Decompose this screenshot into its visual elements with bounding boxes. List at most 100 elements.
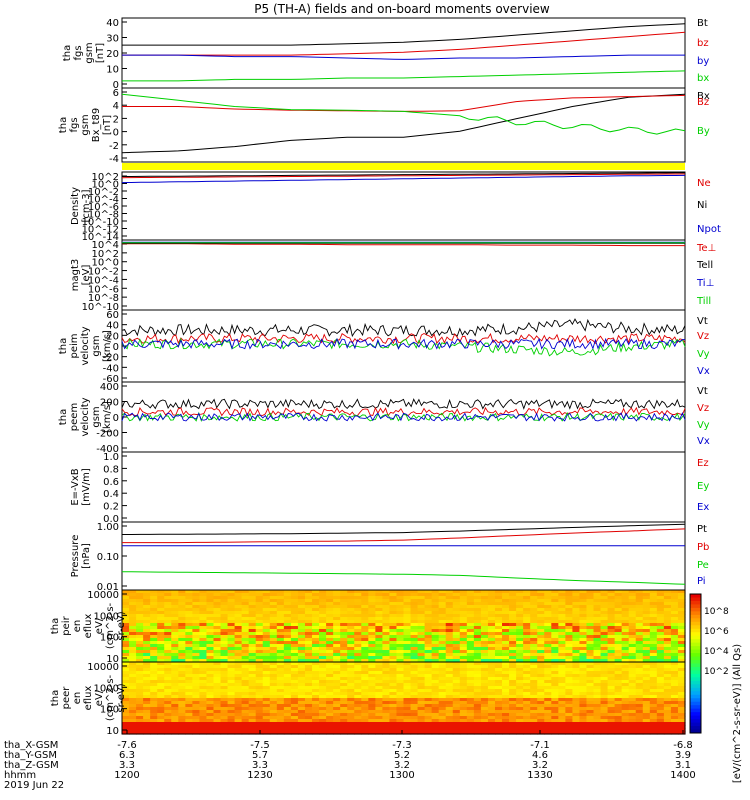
- heatmap-cell: [558, 650, 566, 654]
- heatmap-cell: [136, 716, 144, 720]
- y-axis-label: peim: [69, 333, 80, 358]
- heatmap-cell: [129, 731, 137, 735]
- heatmap-cell: [417, 608, 426, 612]
- heatmap-cell: [396, 620, 405, 624]
- y-tick-label: -40: [103, 363, 119, 374]
- heatmap-cell: [368, 650, 376, 654]
- heatmap-cell: [185, 704, 193, 708]
- heatmap-cell: [593, 677, 602, 681]
- heatmap-cell: [333, 602, 341, 606]
- heatmap-cell: [480, 689, 489, 693]
- heatmap-cell: [171, 635, 179, 639]
- heatmap-cell: [487, 617, 496, 621]
- heatmap-cell: [635, 656, 644, 660]
- heatmap-cell: [185, 683, 193, 687]
- heatmap-cell: [502, 647, 510, 651]
- heatmap-cell: [473, 629, 482, 633]
- heatmap-cell: [663, 728, 672, 732]
- heatmap-cell: [283, 665, 292, 669]
- heatmap-cell: [185, 707, 193, 711]
- heatmap-cell: [544, 602, 552, 606]
- heatmap-cell: [375, 647, 383, 651]
- heatmap-cell: [192, 674, 201, 678]
- series-te⊥-line: [122, 243, 685, 247]
- heatmap-cell: [473, 722, 482, 726]
- heatmap-cell: [199, 710, 208, 714]
- heatmap-cell: [530, 596, 538, 600]
- legend-te⊥: Te⊥: [696, 243, 716, 254]
- heatmap-cell: [663, 635, 672, 639]
- heatmap-cell: [473, 668, 482, 672]
- heatmap-cell: [389, 671, 398, 675]
- heatmap-cell: [375, 614, 383, 618]
- heatmap-cell: [565, 629, 573, 633]
- heatmap-cell: [213, 698, 222, 702]
- heatmap-cell: [375, 590, 383, 594]
- heatmap-cell: [558, 605, 566, 609]
- heatmap-cell: [333, 632, 341, 636]
- heatmap-cell: [340, 638, 348, 642]
- y-tick-label: 10^0: [92, 180, 119, 191]
- heatmap-cell: [494, 638, 503, 642]
- heatmap-cell: [164, 701, 172, 705]
- heatmap-cell: [157, 704, 165, 708]
- heatmap-cell: [185, 656, 193, 660]
- heatmap-cell: [255, 719, 264, 723]
- heatmap-cell: [473, 647, 482, 651]
- heatmap-cell: [283, 659, 292, 663]
- heatmap-cell: [333, 695, 341, 699]
- heatmap-cell: [129, 686, 137, 690]
- heatmap-cell: [333, 647, 341, 651]
- heatmap-cell: [480, 629, 489, 633]
- series-by-line: [121, 93, 686, 135]
- x-tick-label: 3.2: [532, 760, 548, 771]
- heatmap-cell: [424, 656, 433, 660]
- heatmap-cell: [227, 677, 236, 681]
- heatmap-cell: [340, 719, 348, 723]
- heatmap-cell: [642, 692, 651, 696]
- heatmap-cell: [530, 665, 538, 669]
- heatmap-cell: [410, 671, 419, 675]
- heatmap-cell: [269, 596, 278, 600]
- heatmap-cell: [649, 695, 658, 699]
- heatmap-cell: [227, 704, 236, 708]
- heatmap-cell: [494, 680, 503, 684]
- heatmap-cell: [340, 692, 348, 696]
- heatmap-cell: [410, 590, 419, 594]
- heatmap-cell: [213, 731, 222, 735]
- heatmap-cell: [304, 692, 313, 696]
- heatmap-cell: [586, 644, 595, 648]
- heatmap-cell: [551, 722, 559, 726]
- heatmap-cell: [628, 722, 637, 726]
- heatmap-cell: [459, 662, 468, 666]
- heatmap-cell: [635, 698, 644, 702]
- heatmap-cell: [424, 632, 433, 636]
- heatmap-cell: [537, 725, 545, 729]
- heatmap-cell: [417, 632, 426, 636]
- heatmap-cell: [340, 605, 348, 609]
- heatmap-cell: [220, 638, 229, 642]
- heatmap-cell: [544, 656, 552, 660]
- heatmap-cell: [621, 707, 630, 711]
- heatmap-cell: [262, 710, 271, 714]
- heatmap-cell: [241, 647, 250, 651]
- heatmap-cell: [403, 659, 412, 663]
- heatmap-cell: [614, 608, 623, 612]
- heatmap-cell: [494, 602, 503, 606]
- heatmap-cell: [656, 728, 665, 732]
- heatmap-cell: [368, 662, 376, 666]
- heatmap-cell: [445, 602, 454, 606]
- heatmap-cell: [269, 614, 278, 618]
- heatmap-cell: [677, 728, 686, 732]
- heatmap-cell: [459, 656, 468, 660]
- heatmap-cell: [297, 629, 306, 633]
- heatmap-cell: [171, 614, 179, 618]
- heatmap-cell: [326, 626, 334, 630]
- heatmap-cell: [600, 608, 609, 612]
- heatmap-cell: [234, 728, 243, 732]
- heatmap-cell: [663, 650, 672, 654]
- heatmap-cell: [129, 635, 137, 639]
- heatmap-cell: [670, 728, 679, 732]
- heatmap-cell: [206, 680, 215, 684]
- heatmap-cell: [663, 617, 672, 621]
